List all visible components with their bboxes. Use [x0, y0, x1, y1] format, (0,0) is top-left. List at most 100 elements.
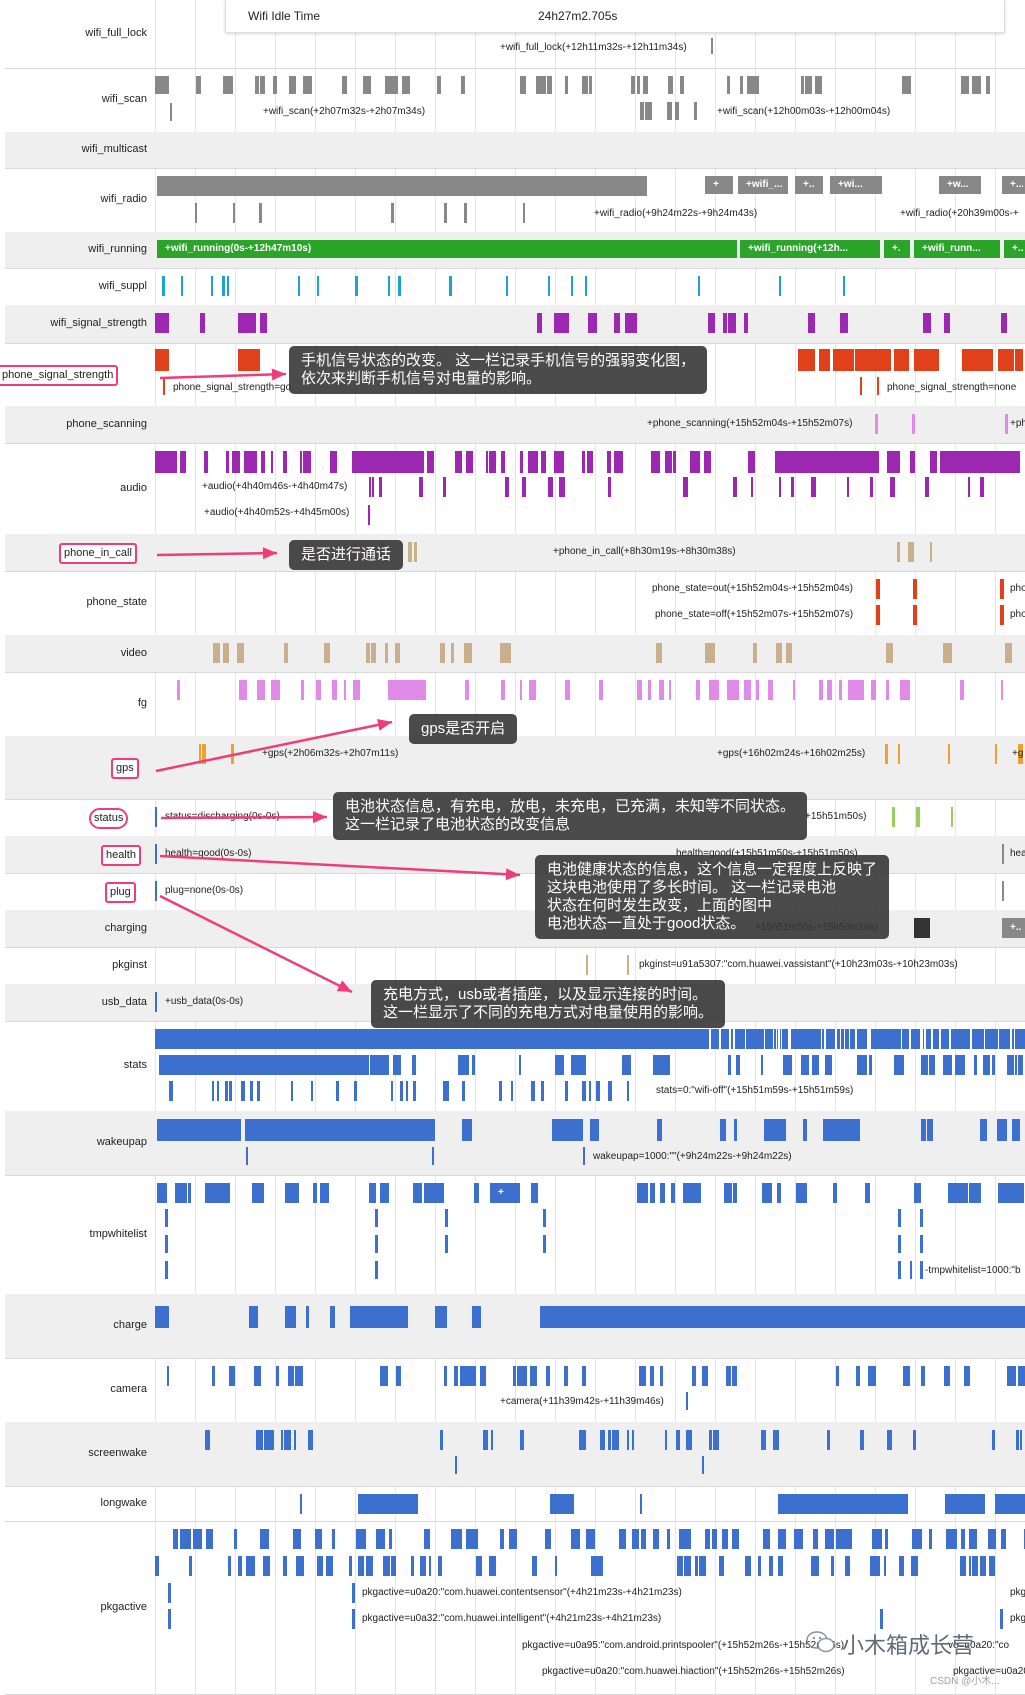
event-bar: [702, 1456, 704, 1474]
event-bar: [586, 955, 588, 975]
event-bar: [979, 477, 985, 497]
event-bar: [735, 1055, 740, 1075]
event-bar: [198, 744, 202, 764]
event-bar: [973, 1055, 977, 1075]
event-bar: [155, 844, 157, 864]
event-bar: [640, 1494, 642, 1514]
callout-line: gps是否开启: [421, 720, 506, 737]
row-label-fg: fg: [137, 697, 147, 709]
event-bar: [253, 451, 258, 473]
event-bar: [238, 1556, 243, 1576]
event-bar: [955, 1055, 965, 1075]
event-bar: [187, 1183, 192, 1203]
event-bar: [898, 1556, 903, 1576]
event-bar: [528, 680, 536, 700]
event-bar: [342, 76, 347, 94]
event-bar: [960, 1183, 968, 1203]
event-bar: [249, 1081, 254, 1101]
event-bar: [661, 1055, 671, 1075]
event-bar: [813, 1556, 819, 1576]
event-bar: [728, 313, 732, 333]
event-bar: [276, 1366, 280, 1386]
segment-label: +..: [1010, 922, 1022, 933]
event-bar: [916, 349, 921, 371]
event-bar: [463, 643, 470, 663]
event-bar: [371, 477, 375, 497]
event-bar: [165, 1261, 168, 1279]
segment-label: +wifi_running(0s-+12h47m10s): [165, 243, 312, 254]
event-bar: [500, 451, 505, 473]
event-bar: [778, 1556, 783, 1576]
event-bar: [429, 1556, 432, 1576]
event-bar: [165, 1209, 168, 1227]
event-bar: [898, 1235, 901, 1253]
event-bar: [824, 1055, 833, 1075]
event-bar: [167, 1366, 170, 1386]
event-bar: [917, 807, 921, 827]
event-bar: [157, 176, 647, 196]
row-label-pkgactive: pkgactive: [100, 1600, 147, 1613]
event-bar: [885, 680, 889, 700]
arrow-line: [159, 372, 287, 380]
event-bar: [506, 477, 510, 497]
event-bar: [983, 1029, 986, 1049]
event-bar: [871, 680, 876, 700]
event-bar: [778, 1029, 780, 1049]
event-bar: [696, 680, 700, 700]
segment-label: +: [713, 179, 719, 190]
event-bar: [498, 1081, 503, 1101]
event-bar: [760, 1055, 763, 1075]
event-bar: [986, 76, 991, 94]
callout-3: 电池状态信息，有充电，放电，未充电，已充满，未知等不同状态。 这一栏记录了电池状态…: [333, 792, 808, 840]
event-bar: [726, 76, 730, 94]
event-bar: [930, 1029, 933, 1049]
event-bar: [554, 1556, 558, 1576]
event-bar: [772, 1029, 774, 1049]
event-bar: [165, 1235, 168, 1253]
event-label: +15h51m50s): [805, 811, 867, 822]
event-bar: [915, 1529, 922, 1549]
event-bar: [332, 680, 338, 700]
event-bar: [665, 451, 672, 473]
event-bar: [731, 1366, 737, 1386]
event-bar: [443, 1366, 447, 1386]
event-bar: [410, 1556, 415, 1576]
event-bar: [898, 744, 901, 764]
event-bar: [155, 1556, 160, 1576]
event-bar: [777, 1119, 781, 1141]
event-bar: [280, 1430, 284, 1450]
event-bar: [180, 276, 184, 296]
timeline-segment: [738, 176, 788, 194]
event-bar: [500, 1529, 505, 1549]
event-bar: [509, 1529, 515, 1549]
event-bar: [562, 477, 566, 497]
event-bar: [583, 1147, 585, 1165]
event-bar: [387, 76, 396, 94]
event-bar: [370, 643, 376, 663]
event-bar: [259, 313, 268, 333]
event-bar: [466, 1529, 474, 1549]
event-bar: [778, 276, 782, 296]
event-bar: [802, 1119, 808, 1141]
event-bar: [642, 76, 648, 94]
event-bar: [222, 276, 225, 296]
event-bar: [912, 1529, 918, 1549]
row-label-phone_in_call: phone_in_call: [59, 542, 137, 564]
event-label: -tmpwhitelist=1000:"b: [925, 1265, 1021, 1276]
event-label: phone_state=off(+15h52m07s-+15h52m07s): [655, 609, 854, 620]
row-label-screenwake: screenwake: [88, 1447, 147, 1459]
row-label-usb_data: usb_data: [101, 995, 147, 1008]
event-bar: [288, 76, 297, 94]
event-label: pkg: [1010, 1587, 1025, 1598]
event-bar: [448, 276, 452, 296]
event-bar: [388, 680, 426, 700]
event-label: wakeupap=1000:""(+9h24m22s-+9h24m22s): [593, 1151, 792, 1162]
event-bar: [538, 313, 542, 333]
event-label: pkg: [1010, 1613, 1025, 1624]
event-bar: [859, 1055, 866, 1075]
event-bar: [831, 1556, 835, 1576]
event-label: +wifi_scan(+12h00m03s-+12h00m04s): [717, 106, 891, 117]
event-bar: [719, 1029, 722, 1049]
event-bar: [355, 276, 358, 296]
event-bar: [693, 102, 697, 120]
